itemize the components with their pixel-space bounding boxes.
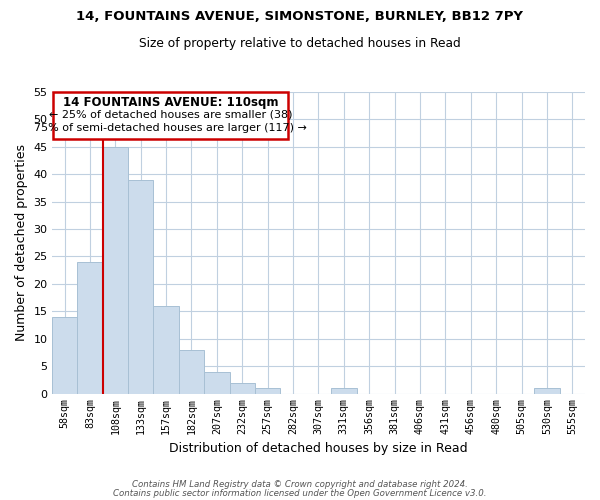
FancyBboxPatch shape: [53, 92, 288, 138]
Text: 75% of semi-detached houses are larger (117) →: 75% of semi-detached houses are larger (…: [34, 122, 307, 132]
Bar: [255, 388, 280, 394]
Bar: [534, 388, 560, 394]
Bar: [230, 382, 255, 394]
Text: Size of property relative to detached houses in Read: Size of property relative to detached ho…: [139, 38, 461, 51]
Bar: [103, 147, 128, 394]
Bar: [179, 350, 204, 394]
Text: ← 25% of detached houses are smaller (38): ← 25% of detached houses are smaller (38…: [49, 110, 292, 120]
Bar: [77, 262, 103, 394]
X-axis label: Distribution of detached houses by size in Read: Distribution of detached houses by size …: [169, 442, 468, 455]
Bar: [204, 372, 230, 394]
Text: Contains HM Land Registry data © Crown copyright and database right 2024.: Contains HM Land Registry data © Crown c…: [132, 480, 468, 489]
Text: Contains public sector information licensed under the Open Government Licence v3: Contains public sector information licen…: [113, 488, 487, 498]
Text: 14 FOUNTAINS AVENUE: 110sqm: 14 FOUNTAINS AVENUE: 110sqm: [63, 96, 278, 109]
Bar: [154, 306, 179, 394]
Y-axis label: Number of detached properties: Number of detached properties: [15, 144, 28, 341]
Text: 14, FOUNTAINS AVENUE, SIMONSTONE, BURNLEY, BB12 7PY: 14, FOUNTAINS AVENUE, SIMONSTONE, BURNLE…: [77, 10, 523, 23]
Bar: [331, 388, 356, 394]
Bar: [128, 180, 154, 394]
Bar: [52, 317, 77, 394]
